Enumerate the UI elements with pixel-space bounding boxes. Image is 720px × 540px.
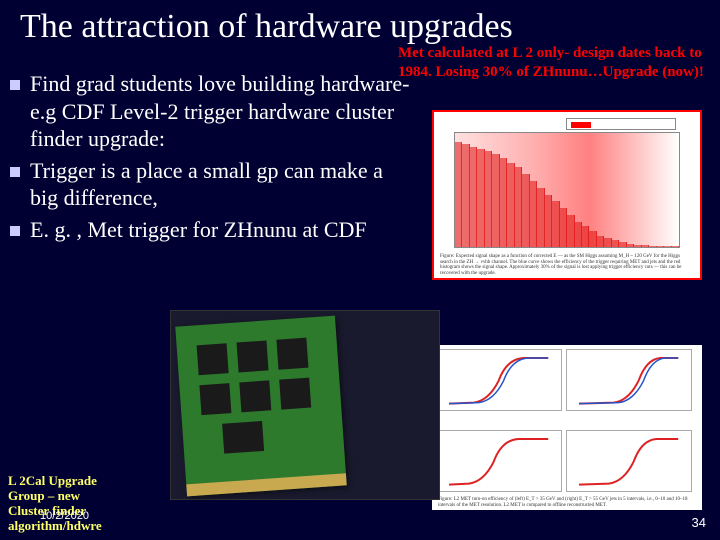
- pcb-chip-icon: [197, 343, 229, 375]
- bullet-item: Find grad students love building hardwar…: [10, 70, 410, 153]
- pcb-chip-icon: [199, 383, 231, 415]
- page-number: 34: [692, 515, 706, 530]
- turnon-panel: [566, 430, 692, 492]
- turnon-panel: [436, 349, 562, 411]
- bullet-list: Find grad students love building hardwar…: [10, 70, 410, 247]
- scurve-icon: [579, 356, 678, 406]
- scurve-icon: [579, 437, 678, 487]
- bullet-text: Trigger is a place a small gp can make a…: [30, 157, 410, 212]
- pcb-chip-icon: [279, 378, 311, 410]
- scurve-icon: [449, 356, 548, 406]
- met-annotation: Met calculated at L 2 only- design dates…: [398, 44, 708, 82]
- figure-turnon-grid: Figure: L2 MET turn-on efficiency of (le…: [432, 345, 702, 510]
- bullet-item: Trigger is a place a small gp can make a…: [10, 157, 410, 212]
- group-label-line: L 2Cal Upgrade: [8, 474, 168, 489]
- pcb-card: [175, 316, 346, 497]
- turnon-panel: [566, 349, 692, 411]
- histogram-bars: [455, 133, 679, 247]
- group-label: L 2Cal Upgrade Group – new Cluster finde…: [8, 474, 168, 534]
- group-label-line: Group – new: [8, 489, 168, 504]
- bullet-text: E. g. , Met trigger for ZHnunu at CDF: [30, 216, 367, 244]
- histogram-plot-area: [454, 132, 680, 248]
- figure-caption: Figure: L2 MET turn-on efficiency of (le…: [438, 497, 696, 508]
- pcb-edge-connector: [186, 473, 346, 496]
- pcb-chip-icon: [276, 338, 308, 370]
- bullet-item: E. g. , Met trigger for ZHnunu at CDF: [10, 216, 410, 244]
- page-title: The attraction of hardware upgrades: [0, 0, 720, 50]
- scurve-icon: [449, 437, 548, 487]
- bullet-marker-icon: [10, 226, 20, 236]
- bullet-marker-icon: [10, 167, 20, 177]
- figure-signal-histogram: Figure: Expected signal shape as a funct…: [432, 110, 702, 280]
- pcb-chip-icon: [237, 340, 269, 372]
- figure-legend: [566, 118, 676, 130]
- figure-caption: Figure: Expected signal shape as a funct…: [440, 254, 694, 276]
- photo-circuit-board: [170, 310, 440, 500]
- turnon-panel: [436, 430, 562, 492]
- pcb-chip-icon: [222, 421, 264, 454]
- pcb-chip-icon: [239, 380, 271, 412]
- bullet-marker-icon: [10, 80, 20, 90]
- bullet-text: Find grad students love building hardwar…: [30, 70, 410, 153]
- slide-date: 10/2/2020: [40, 510, 89, 522]
